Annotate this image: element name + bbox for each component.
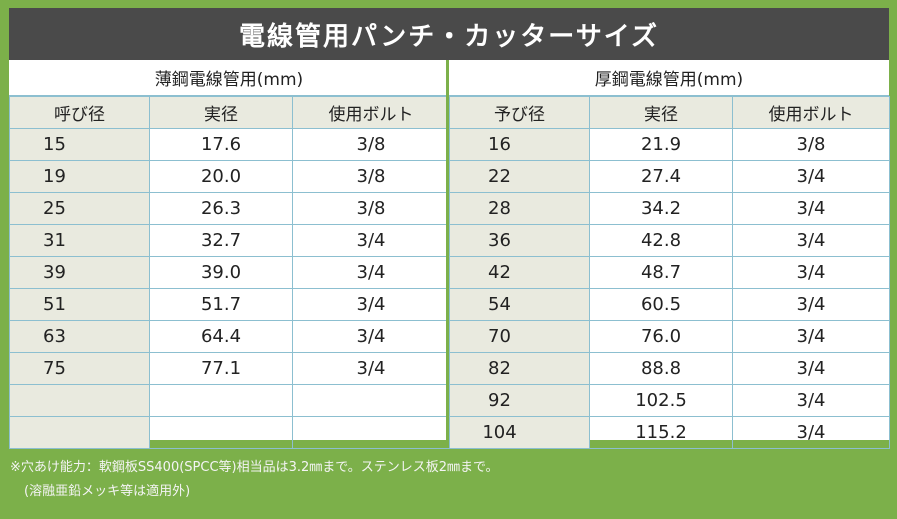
cell-actual-diameter: 64.4 <box>149 320 293 353</box>
table-row: 19 20.0 3/8 <box>9 160 450 193</box>
cell-nominal-size: 36 <box>449 224 590 257</box>
table-header-row: 予び径 実径 使用ボルト <box>449 96 890 129</box>
table-row: 92 102.5 3/4 <box>449 384 890 417</box>
table-row <box>9 384 450 417</box>
cell-bolt-size: 3/4 <box>732 224 890 257</box>
cell-bolt-size: 3/4 <box>732 352 890 385</box>
header-bolt-size: 使用ボルト <box>732 96 890 129</box>
cell-nominal-size: 63 <box>9 320 150 353</box>
cell-actual-diameter: 17.6 <box>149 128 293 161</box>
cell-bolt-size: 3/4 <box>292 288 450 321</box>
thick-conduit-table: 予び径 実径 使用ボルト 16 21.9 3/8 22 27.4 3/4 28 34.2 3/4… <box>449 96 890 449</box>
cell-actual-diameter: 60.5 <box>589 288 733 321</box>
cell-actual-diameter: 77.1 <box>149 352 293 385</box>
table-row: 15 17.6 3/8 <box>9 128 450 161</box>
cell-nominal-size: 92 <box>449 384 590 417</box>
cell-nominal-size: 70 <box>449 320 590 353</box>
table-row: 28 34.2 3/4 <box>449 192 890 225</box>
cell-bolt-size: 3/4 <box>732 416 890 449</box>
cell-bolt-size: 3/4 <box>732 256 890 289</box>
cell-nominal-size: 75 <box>9 352 150 385</box>
cell-bolt-size: 3/8 <box>292 128 450 161</box>
capacity-note: ※穴あけ能力：軟鋼板SS400(SPCC等)相当品は3.2㎜まで。ステンレス板2… <box>10 460 499 475</box>
cell-nominal-size: 82 <box>449 352 590 385</box>
table-row: 42 48.7 3/4 <box>449 256 890 289</box>
table-row: 70 76.0 3/4 <box>449 320 890 353</box>
table-row <box>9 416 450 449</box>
table-row: 51 51.7 3/4 <box>9 288 450 321</box>
thin-conduit-table: 呼び径 実径 使用ボルト 15 17.6 3/8 19 20.0 3/8 25 26.3 3/8… <box>9 96 450 449</box>
table-row: 82 88.8 3/4 <box>449 352 890 385</box>
cell-actual-diameter: 27.4 <box>589 160 733 193</box>
header-actual-diameter: 実径 <box>149 96 293 129</box>
cell-bolt-size <box>292 416 450 449</box>
cell-nominal-size: 28 <box>449 192 590 225</box>
cell-bolt-size: 3/8 <box>292 160 450 193</box>
cell-bolt-size: 3/4 <box>732 384 890 417</box>
cell-actual-diameter <box>149 384 293 417</box>
cell-bolt-size: 3/4 <box>292 320 450 353</box>
cell-actual-diameter: 32.7 <box>149 224 293 257</box>
cell-bolt-size: 3/4 <box>732 160 890 193</box>
cell-nominal-size: 19 <box>9 160 150 193</box>
cell-nominal-size <box>9 384 150 417</box>
thin-conduit-section: 薄鋼電線管用(mm) 呼び径 実径 使用ボルト 15 17.6 3/8 19 20.0 3… <box>9 60 450 449</box>
cell-nominal-size: 25 <box>9 192 150 225</box>
cell-nominal-size: 104 <box>449 416 590 449</box>
header-actual-diameter: 実径 <box>589 96 733 129</box>
table-row: 54 60.5 3/4 <box>449 288 890 321</box>
cell-nominal-size: 51 <box>9 288 150 321</box>
cell-nominal-size: 54 <box>449 288 590 321</box>
cell-actual-diameter: 21.9 <box>589 128 733 161</box>
cell-bolt-size: 3/4 <box>732 192 890 225</box>
header-nominal-size: 呼び径 <box>9 96 150 129</box>
table-row: 104 115.2 3/4 <box>449 416 890 449</box>
cell-actual-diameter: 34.2 <box>589 192 733 225</box>
header-nominal-size: 予び径 <box>449 96 590 129</box>
cell-bolt-size: 3/4 <box>732 288 890 321</box>
cell-actual-diameter: 20.0 <box>149 160 293 193</box>
cell-nominal-size: 31 <box>9 224 150 257</box>
cell-actual-diameter: 102.5 <box>589 384 733 417</box>
section-divider <box>446 60 449 440</box>
table-row: 31 32.7 3/4 <box>9 224 450 257</box>
table-row: 39 39.0 3/4 <box>9 256 450 289</box>
cell-bolt-size: 3/4 <box>292 256 450 289</box>
thick-conduit-section: 厚鋼電線管用(mm) 予び径 実径 使用ボルト 16 21.9 3/8 22 27.4 3… <box>449 60 890 449</box>
table-row: 63 64.4 3/4 <box>9 320 450 353</box>
cell-actual-diameter: 115.2 <box>589 416 733 449</box>
cell-actual-diameter: 48.7 <box>589 256 733 289</box>
spec-table-panel: 電線管用パンチ・カッターサイズ 薄鋼電線管用(mm) 呼び径 実径 使用ボルト … <box>9 8 890 449</box>
cell-nominal-size: 22 <box>449 160 590 193</box>
cell-nominal-size: 42 <box>449 256 590 289</box>
cell-bolt-size <box>292 384 450 417</box>
cell-bolt-size: 3/8 <box>732 128 890 161</box>
cell-nominal-size: 39 <box>9 256 150 289</box>
cell-bolt-size: 3/4 <box>292 352 450 385</box>
cell-actual-diameter: 42.8 <box>589 224 733 257</box>
cell-bolt-size: 3/4 <box>732 320 890 353</box>
cell-actual-diameter: 76.0 <box>589 320 733 353</box>
cell-nominal-size <box>9 416 150 449</box>
cell-actual-diameter: 39.0 <box>149 256 293 289</box>
thin-conduit-title: 薄鋼電線管用(mm) <box>9 60 449 96</box>
table-row: 25 26.3 3/8 <box>9 192 450 225</box>
header-bolt-size: 使用ボルト <box>292 96 450 129</box>
thick-conduit-title: 厚鋼電線管用(mm) <box>449 60 889 96</box>
cell-nominal-size: 16 <box>449 128 590 161</box>
cell-nominal-size: 15 <box>9 128 150 161</box>
cell-actual-diameter <box>149 416 293 449</box>
table-row: 36 42.8 3/4 <box>449 224 890 257</box>
cell-actual-diameter: 26.3 <box>149 192 293 225</box>
cell-bolt-size: 3/4 <box>292 224 450 257</box>
table-header-row: 呼び径 実径 使用ボルト <box>9 96 450 129</box>
galvanized-note: (溶融亜鉛メッキ等は適用外) <box>24 484 191 499</box>
table-row: 22 27.4 3/4 <box>449 160 890 193</box>
cell-actual-diameter: 51.7 <box>149 288 293 321</box>
table-row: 16 21.9 3/8 <box>449 128 890 161</box>
cell-actual-diameter: 88.8 <box>589 352 733 385</box>
cell-bolt-size: 3/8 <box>292 192 450 225</box>
table-row: 75 77.1 3/4 <box>9 352 450 385</box>
page-title: 電線管用パンチ・カッターサイズ <box>9 8 889 60</box>
